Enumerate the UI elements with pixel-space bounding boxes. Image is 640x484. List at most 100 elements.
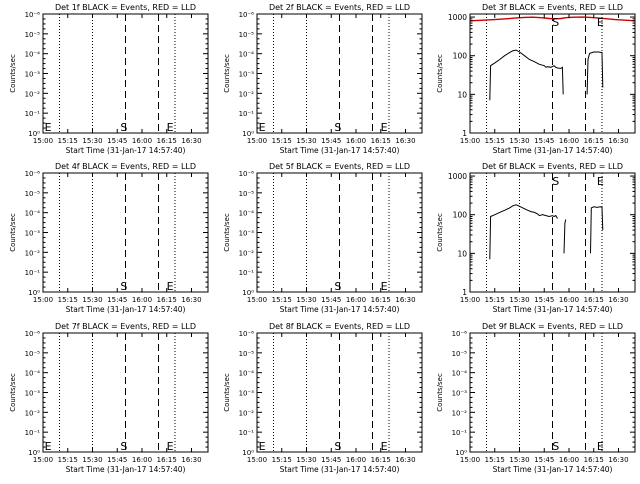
x-tick-label: 16:00	[346, 137, 366, 145]
y-tick-label: 10⁰	[28, 130, 40, 138]
y-axis-label: Counts/sec	[223, 54, 231, 93]
x-tick-label: 16:00	[132, 296, 152, 304]
x-tick-label: 16:00	[559, 137, 579, 145]
y-tick-label: 10⁻⁵	[452, 350, 468, 358]
y-tick-label: 10⁻²	[25, 409, 41, 417]
x-tick-label: 16:15	[584, 137, 604, 145]
x-tick-label: 16:15	[584, 296, 604, 304]
events-series-line	[489, 49, 564, 101]
x-tick-label: 15:30	[509, 296, 529, 304]
y-tick-label: 10⁻⁶	[452, 330, 468, 338]
y-tick-label: 10⁰	[28, 289, 40, 297]
y-tick-label: 10⁻⁶	[25, 330, 41, 338]
x-tick-label: 16:00	[132, 456, 152, 464]
x-tick-label: 15:15	[272, 137, 292, 145]
x-axis-label: Start Time (31-Jan-17 14:57:40)	[493, 146, 613, 155]
y-tick-label: 10⁻⁵	[25, 190, 41, 198]
panel-title: Det 9f BLACK = Events, RED = LLD	[482, 322, 623, 331]
x-tick-label: 16:30	[181, 296, 201, 304]
y-tick-label: 10⁰	[242, 449, 254, 457]
y-tick-label: 10⁻¹	[239, 429, 255, 437]
x-tick-label: 16:30	[608, 296, 628, 304]
y-tick-label: 10⁻³	[25, 230, 41, 238]
x-tick-label: 15:00	[247, 137, 267, 145]
y-tick-label: 10⁻⁵	[25, 31, 41, 39]
y-tick-label: 10⁻³	[239, 71, 255, 79]
events-series-line	[590, 206, 604, 254]
y-tick-label: 10	[457, 249, 467, 258]
y-tick-label: 10⁻⁴	[239, 51, 255, 59]
y-tick-label: 10⁻⁴	[239, 370, 255, 378]
y-tick-label: 10⁻²	[239, 249, 255, 257]
panel-3: Det 3f BLACK = Events, RED = LLD 15:00 15:…	[436, 3, 636, 155]
end-marker-label: E	[597, 16, 604, 29]
y-tick-label: 1	[462, 129, 467, 138]
x-tick-label: 15:15	[485, 137, 505, 145]
x-axis-label: Start Time (31-Jan-17 14:57:40)	[493, 305, 613, 314]
y-tick-label: 10⁻³	[25, 71, 41, 79]
panel-title: Det 3f BLACK = Events, RED = LLD	[482, 3, 623, 12]
x-tick-label: 15:30	[296, 296, 316, 304]
y-tick-label: 10⁻⁴	[25, 370, 41, 378]
start-marker-label: S	[334, 121, 341, 134]
x-tick-label: 15:30	[296, 137, 316, 145]
x-tick-label: 15:30	[82, 296, 102, 304]
y-tick-label: 10	[457, 90, 467, 99]
end-marker-label: E	[597, 175, 604, 188]
x-tick-label: 16:00	[559, 296, 579, 304]
x-tick-label: 15:15	[58, 456, 78, 464]
y-tick-label: 10⁻²	[25, 249, 41, 257]
y-tick-label: 1	[462, 288, 467, 297]
panel-title: Det 7f BLACK = Events, RED = LLD	[55, 322, 196, 331]
plot-frame	[469, 172, 636, 293]
y-tick-label: 10⁻¹	[239, 110, 255, 118]
y-tick-label: 10⁻¹	[239, 269, 255, 277]
x-tick-label: 15:30	[82, 137, 102, 145]
x-tick-label: 15:45	[321, 137, 341, 145]
y-tick-label: 10⁻⁶	[25, 11, 41, 19]
y-tick-label: 10⁻⁶	[239, 170, 255, 178]
x-tick-label: 16:15	[157, 137, 177, 145]
panel-title: Det 1f BLACK = Events, RED = LLD	[55, 3, 196, 12]
x-tick-label: 15:15	[485, 296, 505, 304]
start-marker-label: S	[334, 280, 341, 293]
y-tick-label: 10⁻²	[239, 90, 255, 98]
y-tick-label: 10⁻⁵	[239, 350, 255, 358]
start-marker-label: S	[552, 440, 559, 453]
start-marker-label: S	[334, 440, 341, 453]
x-tick-label: 15:30	[82, 456, 102, 464]
events-series-line	[586, 51, 604, 95]
y-tick-label: 10⁰	[455, 449, 467, 457]
y-tick-label: 1000	[448, 172, 467, 181]
x-tick-label: 16:30	[608, 137, 628, 145]
end-marker-label: E	[45, 440, 52, 453]
x-tick-label: 15:45	[107, 296, 127, 304]
y-axis-label: Counts/sec	[9, 373, 17, 412]
x-tick-label: 16:30	[608, 456, 628, 464]
x-tick-label: 16:00	[346, 456, 366, 464]
end-marker-label: E	[259, 121, 266, 134]
y-tick-label: 10⁻³	[239, 390, 255, 398]
panel-title: Det 4f BLACK = Events, RED = LLD	[55, 162, 196, 171]
x-tick-label: 16:30	[395, 296, 415, 304]
panel-2: Det 2f BLACK = Events, RED = LLD 15:00 15:…	[223, 3, 423, 155]
x-tick-label: 15:00	[33, 137, 53, 145]
x-axis-label: Start Time (31-Jan-17 14:57:40)	[493, 465, 613, 474]
x-tick-label: 16:00	[132, 137, 152, 145]
panel-title: Det 5f BLACK = Events, RED = LLD	[269, 162, 410, 171]
y-tick-label: 10⁻¹	[452, 429, 468, 437]
x-tick-label: 15:00	[460, 456, 480, 464]
x-tick-label: 16:30	[395, 456, 415, 464]
x-tick-label: 16:15	[584, 456, 604, 464]
x-tick-label: 15:00	[460, 137, 480, 145]
x-tick-label: 15:45	[107, 137, 127, 145]
y-tick-label: 10⁰	[242, 130, 254, 138]
x-tick-label: 16:30	[181, 456, 201, 464]
x-tick-label: 15:45	[534, 296, 554, 304]
end-marker-label: E	[381, 280, 388, 293]
y-axis-label: Counts/sec	[223, 373, 231, 412]
x-axis-label: Start Time (31-Jan-17 14:57:40)	[66, 465, 186, 474]
x-tick-label: 16:00	[559, 456, 579, 464]
